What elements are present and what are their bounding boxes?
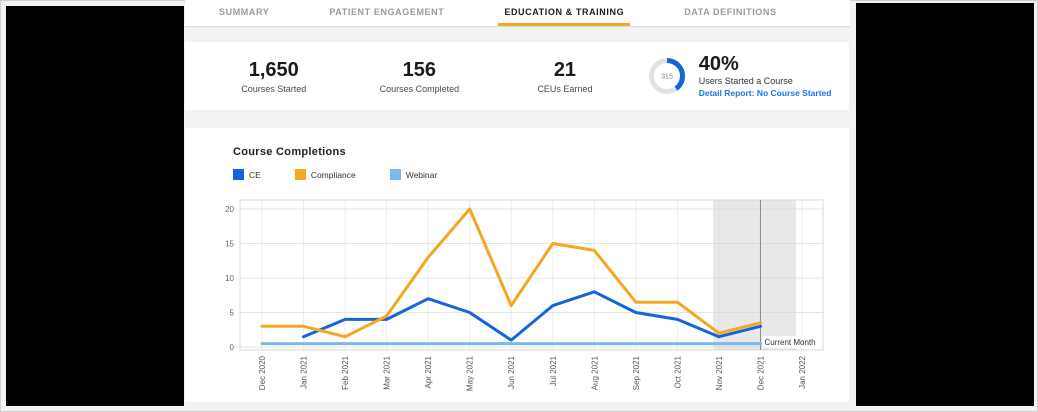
chart-card: Course Completions CE Compliance Webinar… bbox=[185, 128, 849, 402]
users-started-donut: 315 bbox=[644, 53, 690, 99]
donut-center-value: 315 bbox=[661, 74, 673, 81]
webinar-swatch bbox=[389, 169, 401, 180]
stat-users-started: 315 40% Users Started a Course Detail Re… bbox=[638, 53, 833, 99]
tab-bar: SUMMARY PATIENT ENGAGEMENT EDUCATION & T… bbox=[185, 0, 850, 27]
svg-text:Sep 2021: Sep 2021 bbox=[632, 355, 641, 390]
ceus-earned-value: 21 bbox=[553, 58, 577, 81]
legend-item-ce[interactable]: CE bbox=[233, 169, 261, 180]
svg-text:Jun 2021: Jun 2021 bbox=[507, 355, 516, 388]
svg-text:10: 10 bbox=[225, 274, 234, 283]
ce-legend-label: CE bbox=[249, 169, 261, 180]
stats-card: 1,650 Courses Started 156 Courses Comple… bbox=[185, 42, 849, 110]
svg-text:Apr 2021: Apr 2021 bbox=[424, 355, 433, 388]
svg-text:Nov 2021: Nov 2021 bbox=[715, 355, 724, 390]
stat-ceus-earned: 21 CEUs Earned bbox=[492, 59, 638, 94]
ce-swatch bbox=[233, 169, 244, 180]
svg-text:Jan 2021: Jan 2021 bbox=[300, 355, 309, 388]
legend-item-webinar[interactable]: Webinar bbox=[389, 169, 438, 180]
users-started-info: 40% Users Started a Course Detail Report… bbox=[698, 53, 832, 99]
svg-text:Dec 2020: Dec 2020 bbox=[258, 355, 267, 390]
svg-text:Feb 2021: Feb 2021 bbox=[341, 355, 350, 389]
users-started-percent: 40% bbox=[698, 53, 739, 75]
svg-text:Dec 2021: Dec 2021 bbox=[756, 355, 765, 390]
stat-courses-completed: 156 Courses Completed bbox=[347, 59, 493, 94]
svg-text:Jan 2022: Jan 2022 bbox=[798, 355, 807, 388]
svg-text:May 2021: May 2021 bbox=[466, 355, 475, 391]
courses-completed-label: Courses Completed bbox=[379, 83, 460, 94]
svg-text:Oct 2021: Oct 2021 bbox=[673, 355, 682, 388]
compliance-swatch bbox=[294, 169, 306, 180]
tab-summary[interactable]: SUMMARY bbox=[219, 6, 270, 17]
svg-text:5: 5 bbox=[230, 309, 235, 318]
svg-text:Aug 2021: Aug 2021 bbox=[590, 355, 599, 390]
compliance-legend-label: Compliance bbox=[310, 169, 356, 180]
tab-patient-engagement[interactable]: PATIENT ENGAGEMENT bbox=[329, 6, 445, 17]
webinar-legend-label: Webinar bbox=[405, 169, 438, 180]
right-black-panel bbox=[856, 3, 1034, 406]
ceus-earned-label: CEUs Earned bbox=[537, 83, 593, 94]
svg-text:20: 20 bbox=[225, 205, 234, 214]
svg-text:Mar 2021: Mar 2021 bbox=[383, 355, 392, 389]
tab-data-definitions[interactable]: DATA DEFINITIONS bbox=[684, 6, 777, 17]
users-started-label: Users Started a Course bbox=[698, 76, 793, 86]
completions-chart: Current Month 0 5 10 15 20 Dec 2020 Jan 2021 Feb… bbox=[225, 199, 824, 391]
tab-education-training[interactable]: EDUCATION & TRAINING bbox=[498, 0, 631, 26]
chart-legend: CE Compliance Webinar bbox=[233, 169, 437, 180]
left-black-panel bbox=[6, 6, 184, 406]
chart-title: Course Completions bbox=[233, 146, 346, 158]
courses-started-value: 1,650 bbox=[248, 58, 299, 81]
stat-courses-started: 1,650 Courses Started bbox=[201, 59, 347, 94]
legend-item-compliance[interactable]: Compliance bbox=[294, 169, 356, 180]
detail-report-link[interactable]: Detail Report: No Course Started bbox=[698, 88, 832, 98]
courses-completed-value: 156 bbox=[402, 58, 437, 81]
svg-text:15: 15 bbox=[225, 240, 234, 249]
current-month-annotation: Current Month bbox=[764, 338, 815, 347]
donut-arc bbox=[648, 58, 685, 94]
svg-text:Jul 2021: Jul 2021 bbox=[549, 355, 558, 386]
svg-text:0: 0 bbox=[230, 343, 235, 352]
courses-started-label: Courses Started bbox=[241, 83, 307, 94]
